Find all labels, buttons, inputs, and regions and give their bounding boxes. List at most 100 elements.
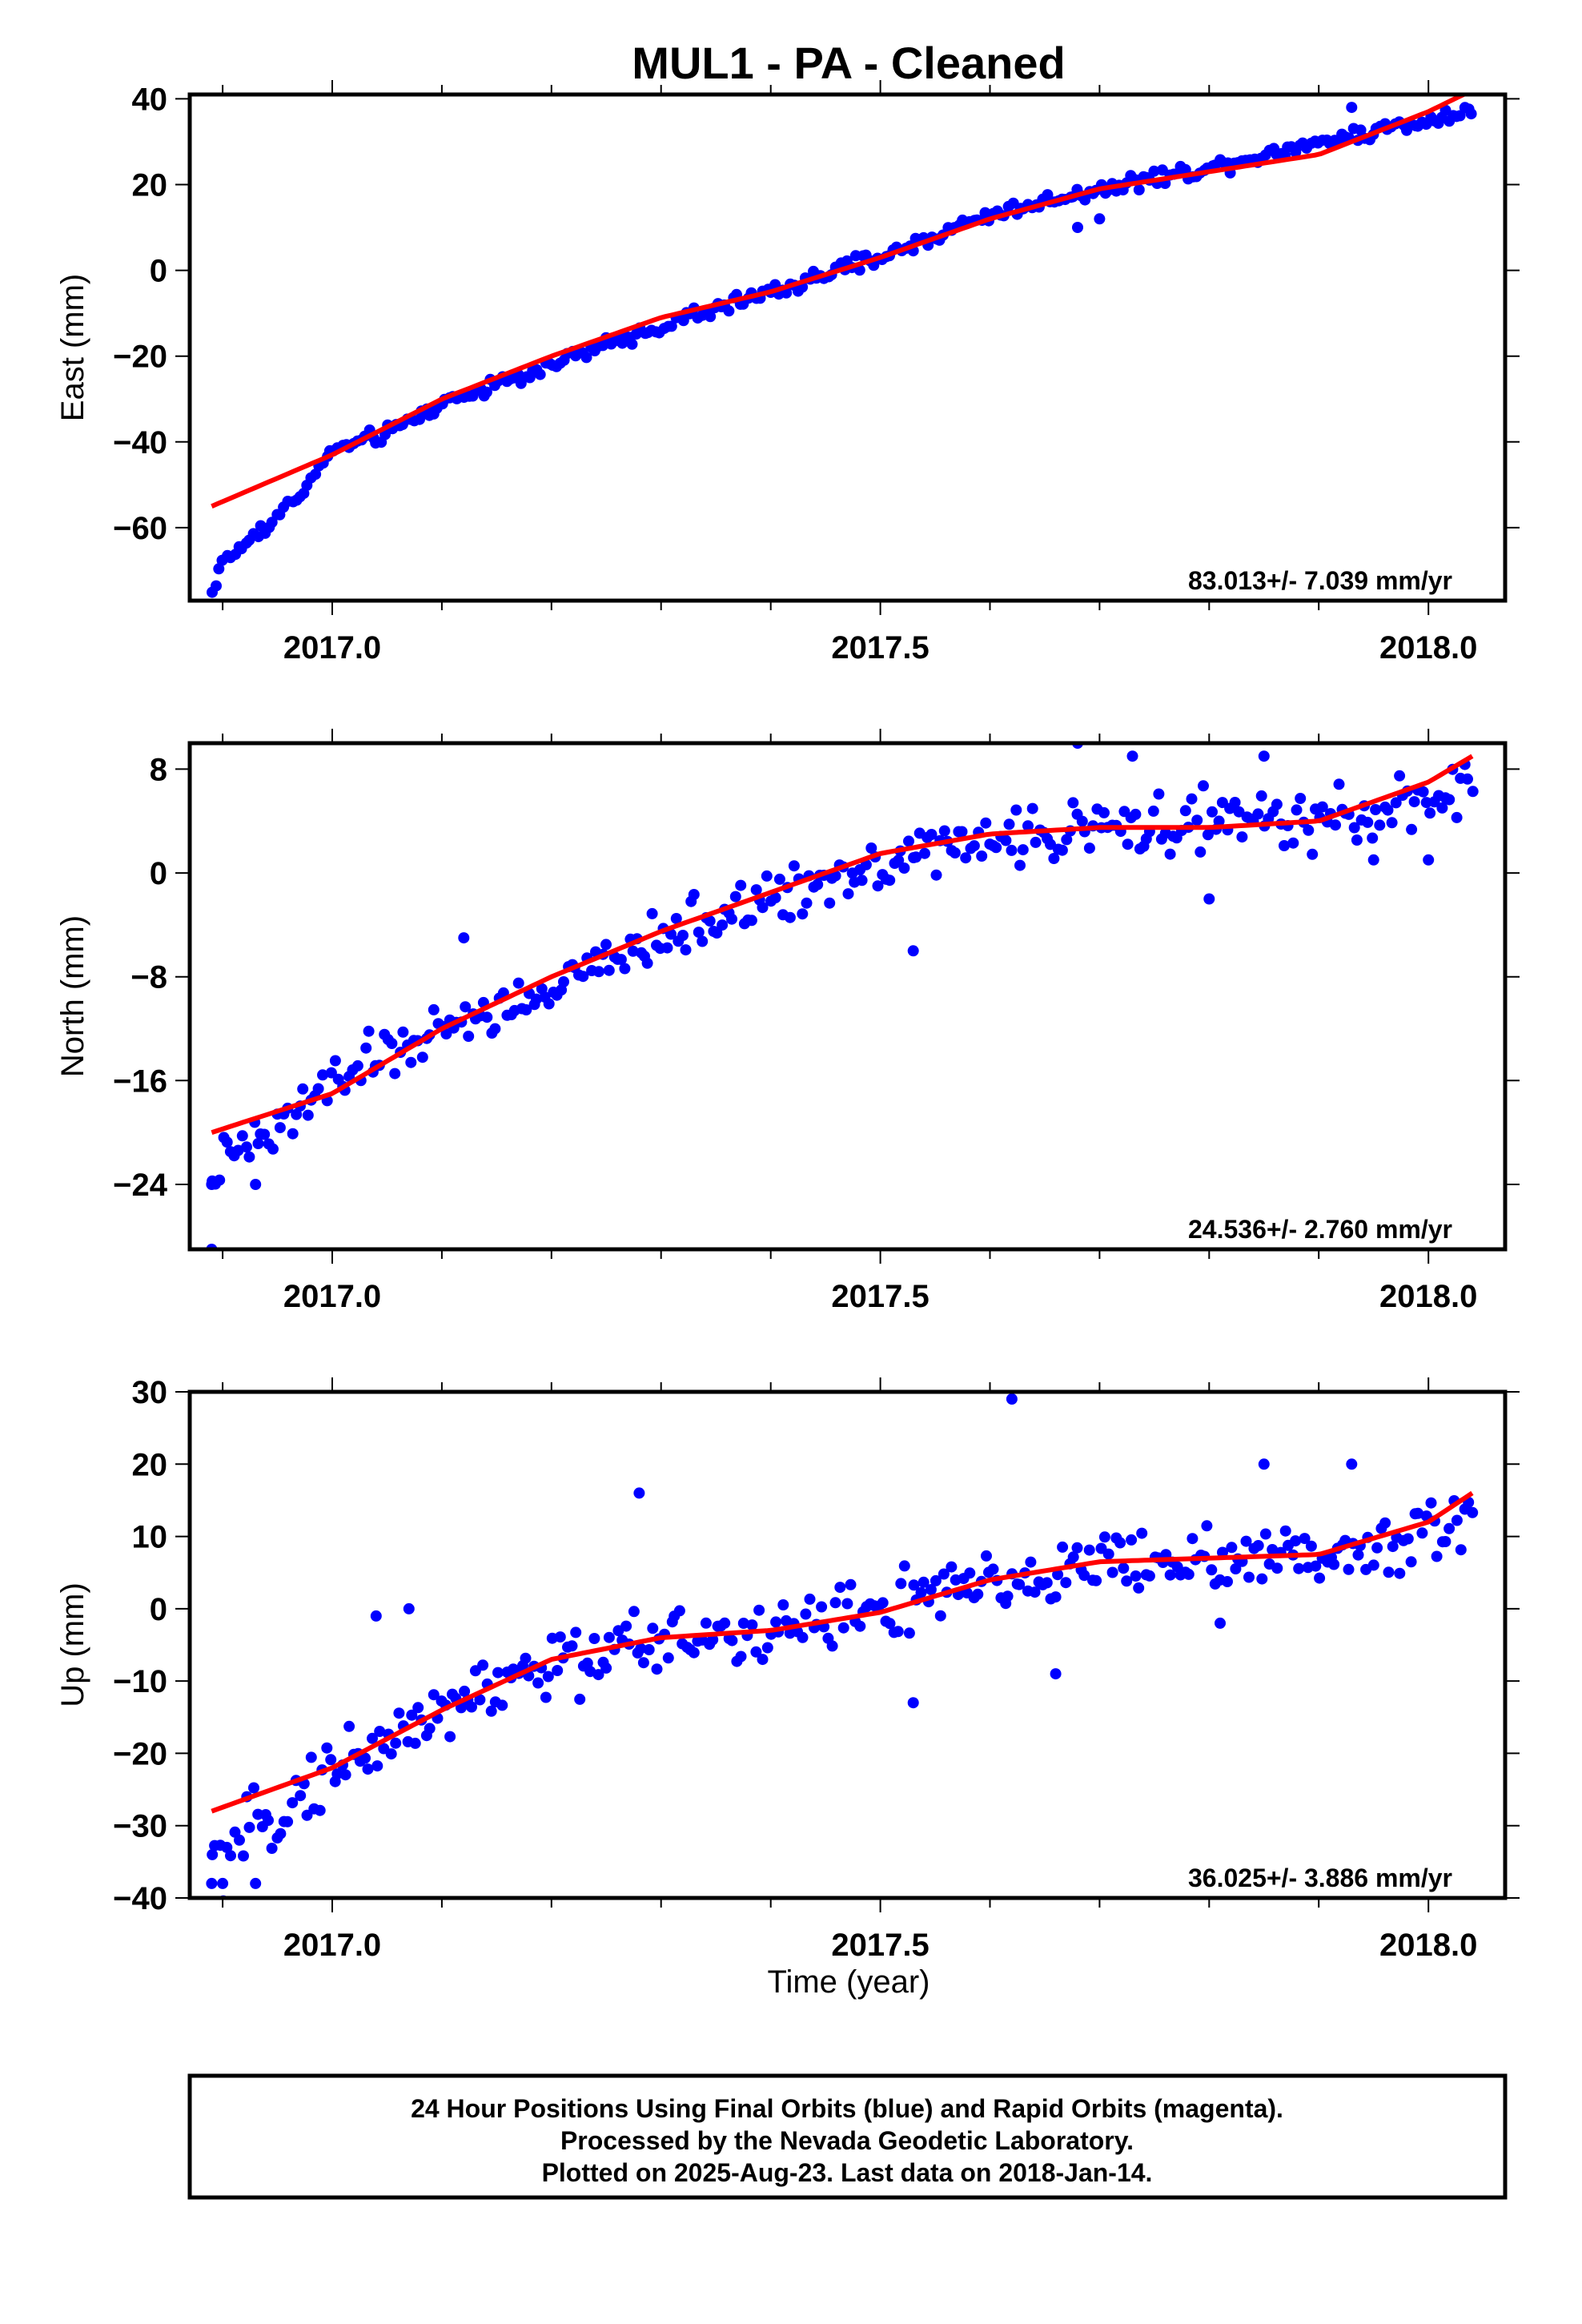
x-tick-label: 2017.0 bbox=[283, 1928, 381, 1963]
data-point bbox=[412, 1702, 424, 1714]
data-point bbox=[627, 945, 639, 957]
data-point bbox=[213, 563, 225, 575]
x-tick-label: 2017.5 bbox=[831, 1928, 929, 1963]
data-point bbox=[1252, 808, 1264, 820]
data-point bbox=[389, 1068, 401, 1080]
north-rate-label: 24.536+/- 2.760 mm/yr bbox=[1188, 1215, 1452, 1244]
data-point bbox=[370, 1610, 382, 1622]
y-tick-label: −40 bbox=[113, 425, 167, 460]
data-point bbox=[405, 1056, 417, 1068]
data-point bbox=[693, 927, 705, 939]
data-point bbox=[1202, 829, 1214, 841]
data-point bbox=[207, 1848, 219, 1860]
data-point bbox=[1362, 816, 1374, 828]
data-point bbox=[232, 1144, 244, 1156]
data-point bbox=[331, 1768, 343, 1780]
up-panel: 2017.0 2017.5 2018.0 30 20 10 0 −10 −20 −30 −40 Up… bbox=[55, 1375, 1520, 1963]
data-point bbox=[938, 825, 950, 837]
up-points bbox=[206, 1393, 1479, 1898]
data-point bbox=[824, 897, 836, 909]
data-point bbox=[1164, 848, 1176, 860]
data-point bbox=[359, 1752, 371, 1764]
data-point bbox=[1014, 1578, 1026, 1590]
data-point bbox=[287, 1797, 299, 1809]
data-point bbox=[1314, 1572, 1326, 1584]
data-point bbox=[1367, 854, 1379, 866]
data-point bbox=[463, 1031, 475, 1042]
data-point bbox=[1271, 798, 1283, 810]
data-point bbox=[542, 1671, 554, 1683]
data-point bbox=[770, 1616, 782, 1628]
data-point bbox=[1121, 1575, 1133, 1587]
footer-box: 24 Hour Positions Using Final Orbits (bl… bbox=[187, 2073, 1508, 2200]
data-point bbox=[236, 1130, 248, 1142]
data-point bbox=[895, 1578, 907, 1590]
data-point bbox=[234, 1834, 245, 1846]
data-point bbox=[1271, 1562, 1283, 1574]
data-point bbox=[750, 884, 762, 896]
data-point bbox=[651, 1663, 663, 1675]
data-point bbox=[1226, 1542, 1238, 1554]
data-point bbox=[1072, 222, 1083, 233]
data-point bbox=[1454, 110, 1466, 122]
data-point bbox=[477, 1659, 489, 1671]
data-point bbox=[1348, 822, 1360, 834]
y-tick-label: 0 bbox=[150, 254, 167, 289]
east-plot-frame bbox=[187, 92, 1508, 603]
data-point bbox=[735, 879, 747, 891]
data-point bbox=[217, 1877, 229, 1889]
data-point bbox=[1056, 844, 1068, 856]
data-point bbox=[615, 954, 627, 966]
data-point bbox=[1207, 806, 1218, 818]
data-point bbox=[1240, 1535, 1252, 1547]
data-point bbox=[960, 852, 972, 864]
data-point bbox=[980, 817, 992, 829]
data-point bbox=[325, 1067, 337, 1079]
data-point bbox=[1148, 165, 1160, 177]
data-point bbox=[800, 1608, 812, 1620]
data-point bbox=[1010, 804, 1022, 816]
y-tick-label: −20 bbox=[113, 340, 167, 375]
data-point bbox=[1279, 840, 1290, 851]
data-point bbox=[1402, 1533, 1414, 1545]
data-point bbox=[987, 1563, 999, 1575]
data-point bbox=[677, 930, 689, 941]
data-point bbox=[1078, 1570, 1090, 1582]
data-point bbox=[206, 1877, 218, 1889]
data-point bbox=[1258, 1458, 1270, 1470]
data-point bbox=[893, 854, 905, 866]
data-point bbox=[956, 826, 968, 838]
data-point bbox=[267, 1143, 279, 1155]
y-tick-label: 20 bbox=[132, 1447, 168, 1482]
y-tick-label: −8 bbox=[130, 960, 167, 995]
data-point bbox=[1343, 1563, 1355, 1575]
data-point bbox=[390, 1737, 402, 1749]
data-point bbox=[829, 1597, 841, 1609]
data-point bbox=[1299, 1533, 1311, 1545]
data-point bbox=[367, 1732, 378, 1744]
data-point bbox=[1025, 1556, 1037, 1568]
data-point bbox=[628, 1606, 640, 1618]
data-point bbox=[729, 891, 741, 903]
data-point bbox=[1098, 1531, 1110, 1543]
data-point bbox=[406, 1709, 418, 1721]
data-point bbox=[1186, 793, 1198, 805]
data-point bbox=[1352, 1549, 1364, 1561]
x-tick-label: 2017.0 bbox=[283, 1279, 381, 1314]
data-point bbox=[480, 386, 492, 398]
data-point bbox=[773, 873, 785, 885]
data-point bbox=[1026, 802, 1038, 814]
data-point bbox=[834, 1582, 846, 1594]
y-tick-label: 40 bbox=[132, 82, 168, 117]
data-point bbox=[282, 1815, 294, 1827]
data-point bbox=[1328, 1558, 1340, 1570]
data-point bbox=[393, 1707, 405, 1719]
data-point bbox=[314, 1804, 326, 1816]
data-point bbox=[1290, 1535, 1302, 1547]
data-point bbox=[735, 1651, 747, 1663]
data-point bbox=[363, 1025, 375, 1037]
data-point bbox=[842, 888, 854, 900]
data-point bbox=[670, 913, 682, 924]
data-point bbox=[532, 1677, 544, 1689]
